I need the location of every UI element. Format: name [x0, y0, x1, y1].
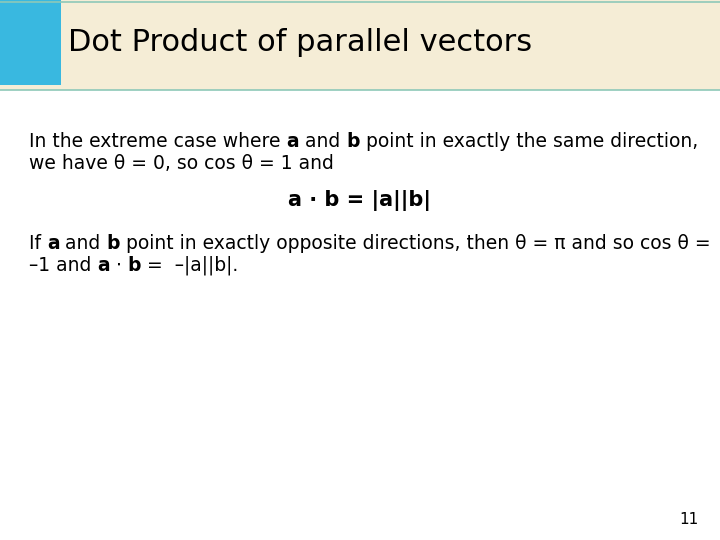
- Text: and: and: [60, 234, 107, 253]
- Text: b: b: [346, 132, 360, 151]
- Text: b: b: [128, 255, 141, 275]
- Text: –1 and: –1 and: [29, 255, 97, 275]
- Text: In the extreme case where: In the extreme case where: [29, 132, 287, 151]
- Text: Dot Product of parallel vectors: Dot Product of parallel vectors: [68, 28, 533, 57]
- Text: =  –|a||b|.: = –|a||b|.: [141, 255, 238, 275]
- Text: a ⋅ b = |a||b|: a ⋅ b = |a||b|: [289, 190, 431, 211]
- Text: If: If: [29, 234, 47, 253]
- FancyBboxPatch shape: [0, 0, 61, 85]
- Text: ⋅: ⋅: [109, 255, 128, 275]
- Text: a: a: [287, 132, 299, 151]
- Text: 11: 11: [679, 511, 698, 526]
- Text: point in exactly opposite directions, then θ = π and so cos θ =: point in exactly opposite directions, th…: [120, 234, 711, 253]
- Text: a: a: [97, 255, 109, 275]
- Text: we have θ = 0, so cos θ = 1 and: we have θ = 0, so cos θ = 1 and: [29, 153, 333, 173]
- Text: point in exactly the same direction,: point in exactly the same direction,: [360, 132, 698, 151]
- Text: b: b: [107, 234, 120, 253]
- Text: and: and: [299, 132, 346, 151]
- Text: a: a: [47, 234, 60, 253]
- FancyBboxPatch shape: [0, 0, 720, 90]
